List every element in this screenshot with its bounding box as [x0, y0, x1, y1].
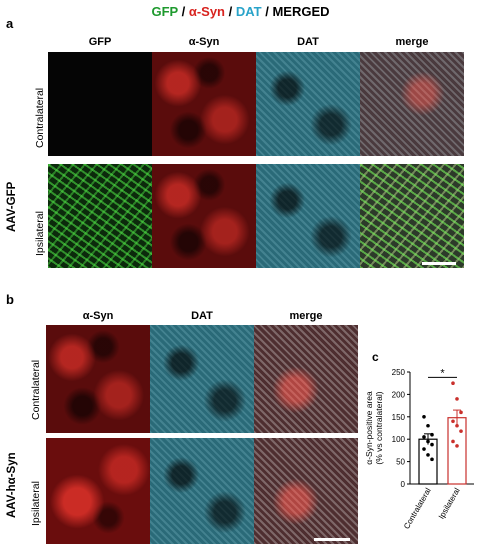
micrograph-asyn-ipsilateral	[152, 164, 256, 268]
row-label-contralateral-b: Contralateral	[30, 359, 42, 420]
bar	[418, 438, 438, 485]
micrograph-asyn-ipsilateral-b	[46, 438, 150, 544]
y-tick-label: 0	[401, 480, 406, 489]
micrograph-asyn-contralateral	[152, 52, 256, 156]
data-point	[430, 432, 434, 437]
bar	[447, 417, 467, 485]
data-point	[422, 447, 426, 451]
y-tick-label: 100	[392, 435, 406, 444]
data-point	[430, 442, 434, 447]
micrograph-dat-ipsilateral	[256, 164, 360, 268]
data-point	[426, 439, 430, 444]
micrograph-dat-contralateral	[256, 52, 360, 156]
col-header-merge-b: merge	[289, 310, 323, 322]
y-axis-label: α-Syn-positive area	[364, 391, 374, 465]
row-label-contralateral: Contralateral	[34, 87, 46, 148]
y-tick-label: 200	[392, 390, 406, 399]
title-merged: MERGED	[272, 4, 330, 19]
title-sep: /	[261, 4, 273, 19]
y-tick-label: 150	[392, 413, 406, 422]
micrograph-gfp-contralateral	[48, 52, 152, 156]
x-tick-label: Contralateral	[402, 486, 433, 530]
data-point	[422, 435, 426, 439]
data-point	[426, 423, 430, 428]
micrograph-merge-ipsilateral-b	[254, 438, 358, 544]
title-asyn: α-Syn	[188, 4, 225, 19]
title-gfp: GFP	[151, 4, 178, 19]
panel-a-letter: a	[6, 16, 14, 31]
y-axis-label: (% vs contralateral)	[374, 391, 384, 464]
micrograph-merge-ipsilateral	[360, 164, 464, 268]
group-label-aav-gfp: AAV-GFP	[6, 181, 18, 232]
data-point	[451, 439, 455, 444]
micrograph-asyn-contralateral-b	[46, 325, 150, 433]
scale-bar	[422, 262, 456, 265]
data-point	[459, 429, 463, 433]
data-point	[430, 457, 434, 462]
figure-title: GFP / α-Syn / DAT / MERGED	[0, 4, 481, 19]
title-sep: /	[177, 4, 189, 19]
panel-b-letter: b	[6, 292, 14, 307]
col-header-asyn: α-Syn	[188, 36, 220, 48]
col-header-merge: merge	[395, 36, 429, 48]
col-header-dat-b: DAT	[191, 310, 213, 322]
micrograph-merge-contralateral-b	[254, 325, 358, 433]
group-label-aav-hasyn: AAV-hα-Syn	[6, 452, 18, 518]
col-header-gfp: GFP	[88, 36, 112, 48]
row-label-ipsilateral: Ipsilateral	[34, 211, 46, 256]
data-point	[459, 410, 463, 415]
title-dat: DAT	[235, 4, 262, 19]
data-point	[426, 453, 430, 457]
micrograph-merge-contralateral	[360, 52, 464, 156]
micrograph-dat-contralateral-b	[150, 325, 254, 433]
data-point	[455, 444, 459, 448]
bar-chart: α-Syn-positive area (% vs contralateral) 0…	[364, 367, 474, 531]
row-label-ipsilateral-b: Ipsilateral	[30, 481, 42, 526]
micrograph-gfp-ipsilateral	[48, 164, 152, 268]
x-tick-label: Ipsilateral	[437, 486, 462, 520]
y-tick-label: 250	[392, 368, 406, 377]
y-tick-label: 50	[396, 458, 405, 467]
title-sep: /	[225, 4, 236, 19]
significance-mark: *	[440, 367, 445, 379]
micrograph-dat-ipsilateral-b	[150, 438, 254, 544]
data-point	[455, 397, 459, 401]
data-point	[455, 423, 459, 428]
col-header-asyn-b: α-Syn	[82, 310, 114, 322]
data-point	[422, 415, 426, 419]
data-point	[451, 419, 455, 424]
data-point	[451, 381, 455, 385]
panel-c-letter: c	[372, 350, 379, 364]
col-header-dat: DAT	[297, 36, 319, 48]
scale-bar-b	[314, 538, 350, 541]
